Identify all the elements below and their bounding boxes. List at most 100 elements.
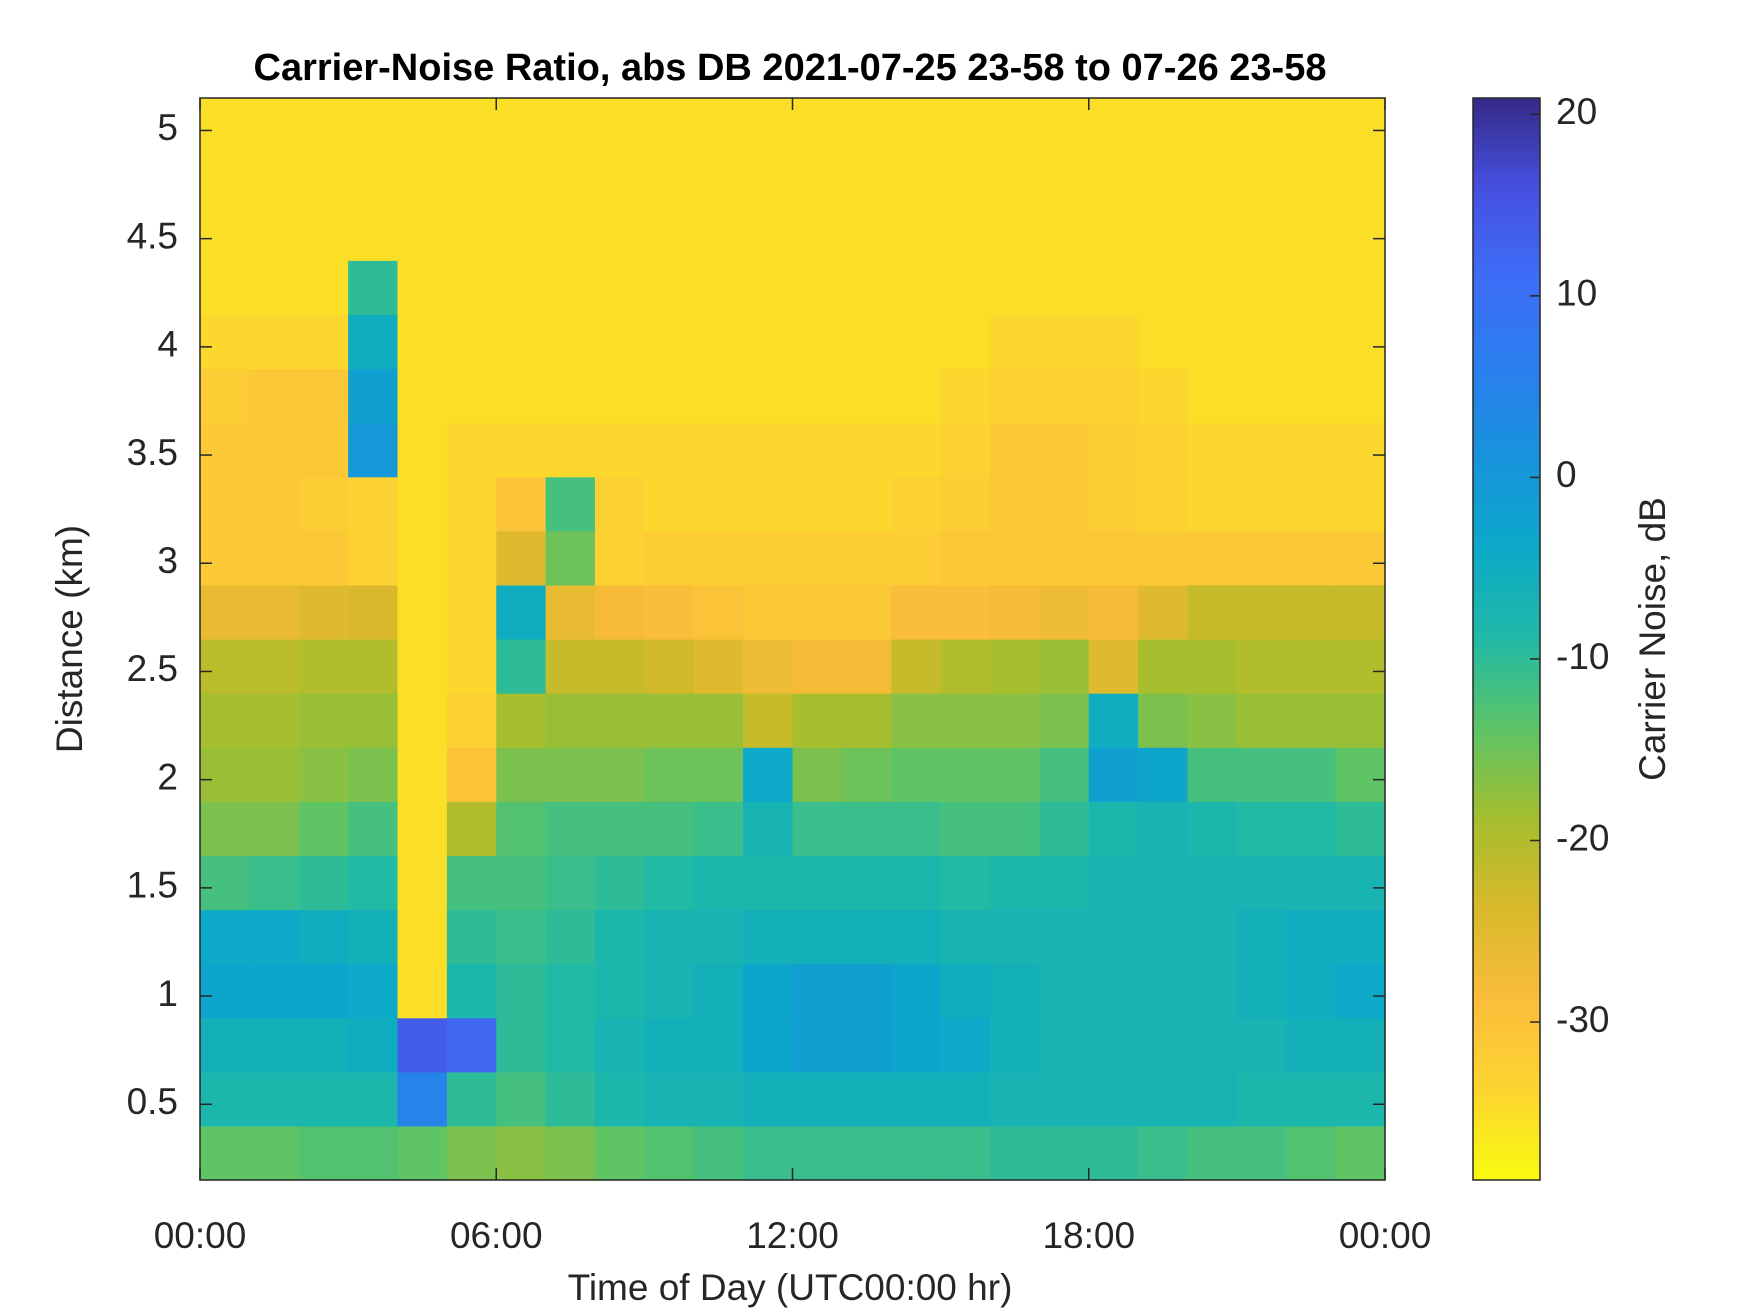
heatmap-cell	[545, 693, 596, 748]
heatmap-cell	[496, 801, 547, 856]
heatmap-cell	[595, 639, 645, 694]
heatmap-cell	[200, 855, 250, 911]
y-tick-label: 1	[157, 973, 178, 1014]
heatmap-cell	[1335, 422, 1386, 478]
heatmap-cell	[693, 422, 744, 478]
heatmap-cell	[1187, 693, 1238, 748]
heatmap-cell	[200, 1017, 250, 1073]
heatmap-cell	[940, 963, 991, 1019]
heatmap-cell	[496, 1071, 547, 1127]
heatmap-cell	[545, 1071, 596, 1127]
heatmap-cell	[446, 1125, 497, 1181]
heatmap-cell	[496, 152, 547, 207]
heatmap-cell	[1138, 152, 1189, 207]
heatmap-cell	[1335, 314, 1386, 370]
heatmap-cell	[940, 368, 991, 424]
heatmap-cell	[1236, 260, 1287, 315]
heatmap-cell	[644, 98, 695, 153]
heatmap-cell	[1138, 476, 1189, 532]
heatmap-cell	[298, 584, 349, 640]
heatmap-cell	[1335, 801, 1386, 856]
y-tick-label: 5	[157, 107, 178, 148]
heatmap-cell	[1236, 206, 1287, 261]
heatmap-cell	[200, 584, 250, 640]
heatmap-cell	[397, 152, 448, 207]
heatmap-cell	[200, 422, 250, 478]
heatmap-cell	[1039, 855, 1090, 911]
heatmap-cell	[397, 260, 448, 315]
heatmap-cell	[1286, 152, 1337, 207]
colorbar	[1472, 97, 1541, 1181]
heatmap-cell	[891, 963, 942, 1019]
heatmap-cell	[298, 152, 349, 207]
heatmap-cell	[595, 855, 645, 911]
heatmap-cell	[496, 368, 547, 424]
heatmap-cell	[446, 639, 497, 694]
heatmap-cell	[1039, 206, 1090, 261]
heatmap-cell	[891, 530, 942, 586]
heatmap-cell	[249, 530, 300, 586]
heatmap-cell	[348, 909, 399, 965]
heatmap-cell	[496, 909, 547, 965]
heatmap-cell	[743, 1071, 794, 1127]
heatmap-cell	[693, 314, 744, 370]
heatmap-cell	[1286, 422, 1337, 478]
y-tick-label: 2	[157, 756, 178, 797]
heatmap-cell	[792, 152, 843, 207]
heatmap-cell	[990, 368, 1040, 424]
heatmap-cell	[545, 909, 596, 965]
y-axis-label: Distance (km)	[49, 525, 90, 753]
heatmap-cell	[496, 260, 547, 315]
heatmap-cell	[990, 314, 1040, 370]
heatmap-cell	[841, 368, 892, 424]
heatmap-cell	[446, 801, 497, 856]
heatmap-cell	[1138, 801, 1189, 856]
heatmap-cell	[693, 206, 744, 261]
heatmap-cell	[496, 584, 547, 640]
heatmap-cell	[446, 963, 497, 1019]
heatmap-cell	[249, 422, 300, 478]
heatmap-cell	[1187, 476, 1238, 532]
heatmap-cell	[1335, 98, 1386, 153]
heatmap-cell	[1187, 1125, 1238, 1181]
heatmap-cell	[743, 476, 794, 532]
heatmap-cell	[1138, 530, 1189, 586]
heatmap-cell	[990, 98, 1040, 153]
heatmap-cell	[1335, 909, 1386, 965]
heatmap-cell	[743, 1017, 794, 1073]
heatmap-cell	[298, 530, 349, 586]
heatmap-cell	[990, 476, 1040, 532]
heatmap-cell	[792, 1071, 843, 1127]
heatmap-cell	[397, 963, 448, 1019]
heatmap-cell	[1187, 584, 1238, 640]
heatmap-cell	[1039, 98, 1090, 153]
chart-title: Carrier-Noise Ratio, abs DB 2021-07-25 2…	[254, 47, 1327, 89]
heatmap-cell	[1088, 530, 1139, 586]
heatmap-cell	[1236, 152, 1287, 207]
heatmap-cell	[990, 260, 1040, 315]
heatmap-cell	[545, 368, 596, 424]
heatmap-cell	[545, 422, 596, 478]
heatmap-cell	[1286, 855, 1337, 911]
heatmap-cell	[1088, 855, 1139, 911]
y-tick-label: 3	[157, 540, 178, 581]
heatmap-cell	[990, 422, 1040, 478]
y-tick-label: 0.5	[127, 1081, 178, 1122]
heatmap-cell	[743, 963, 794, 1019]
heatmap-cell	[249, 260, 300, 315]
heatmap-cell	[693, 1125, 744, 1181]
heatmap-cell	[1236, 368, 1287, 424]
y-tick-label: 2.5	[127, 648, 178, 689]
heatmap-cell	[200, 1125, 250, 1181]
heatmap-cell	[1286, 260, 1337, 315]
heatmap-cell	[841, 747, 892, 802]
heatmap-cell	[841, 530, 892, 586]
heatmap-cell	[841, 909, 892, 965]
heatmap-cell	[1335, 260, 1386, 315]
heatmap-cell	[298, 314, 349, 370]
colorbar-tick-label: -10	[1556, 636, 1609, 677]
colorbar-tick-label: 0	[1556, 454, 1577, 495]
heatmap-cell	[792, 584, 843, 640]
heatmap-cell	[693, 98, 744, 153]
heatmap-cell	[1138, 206, 1189, 261]
